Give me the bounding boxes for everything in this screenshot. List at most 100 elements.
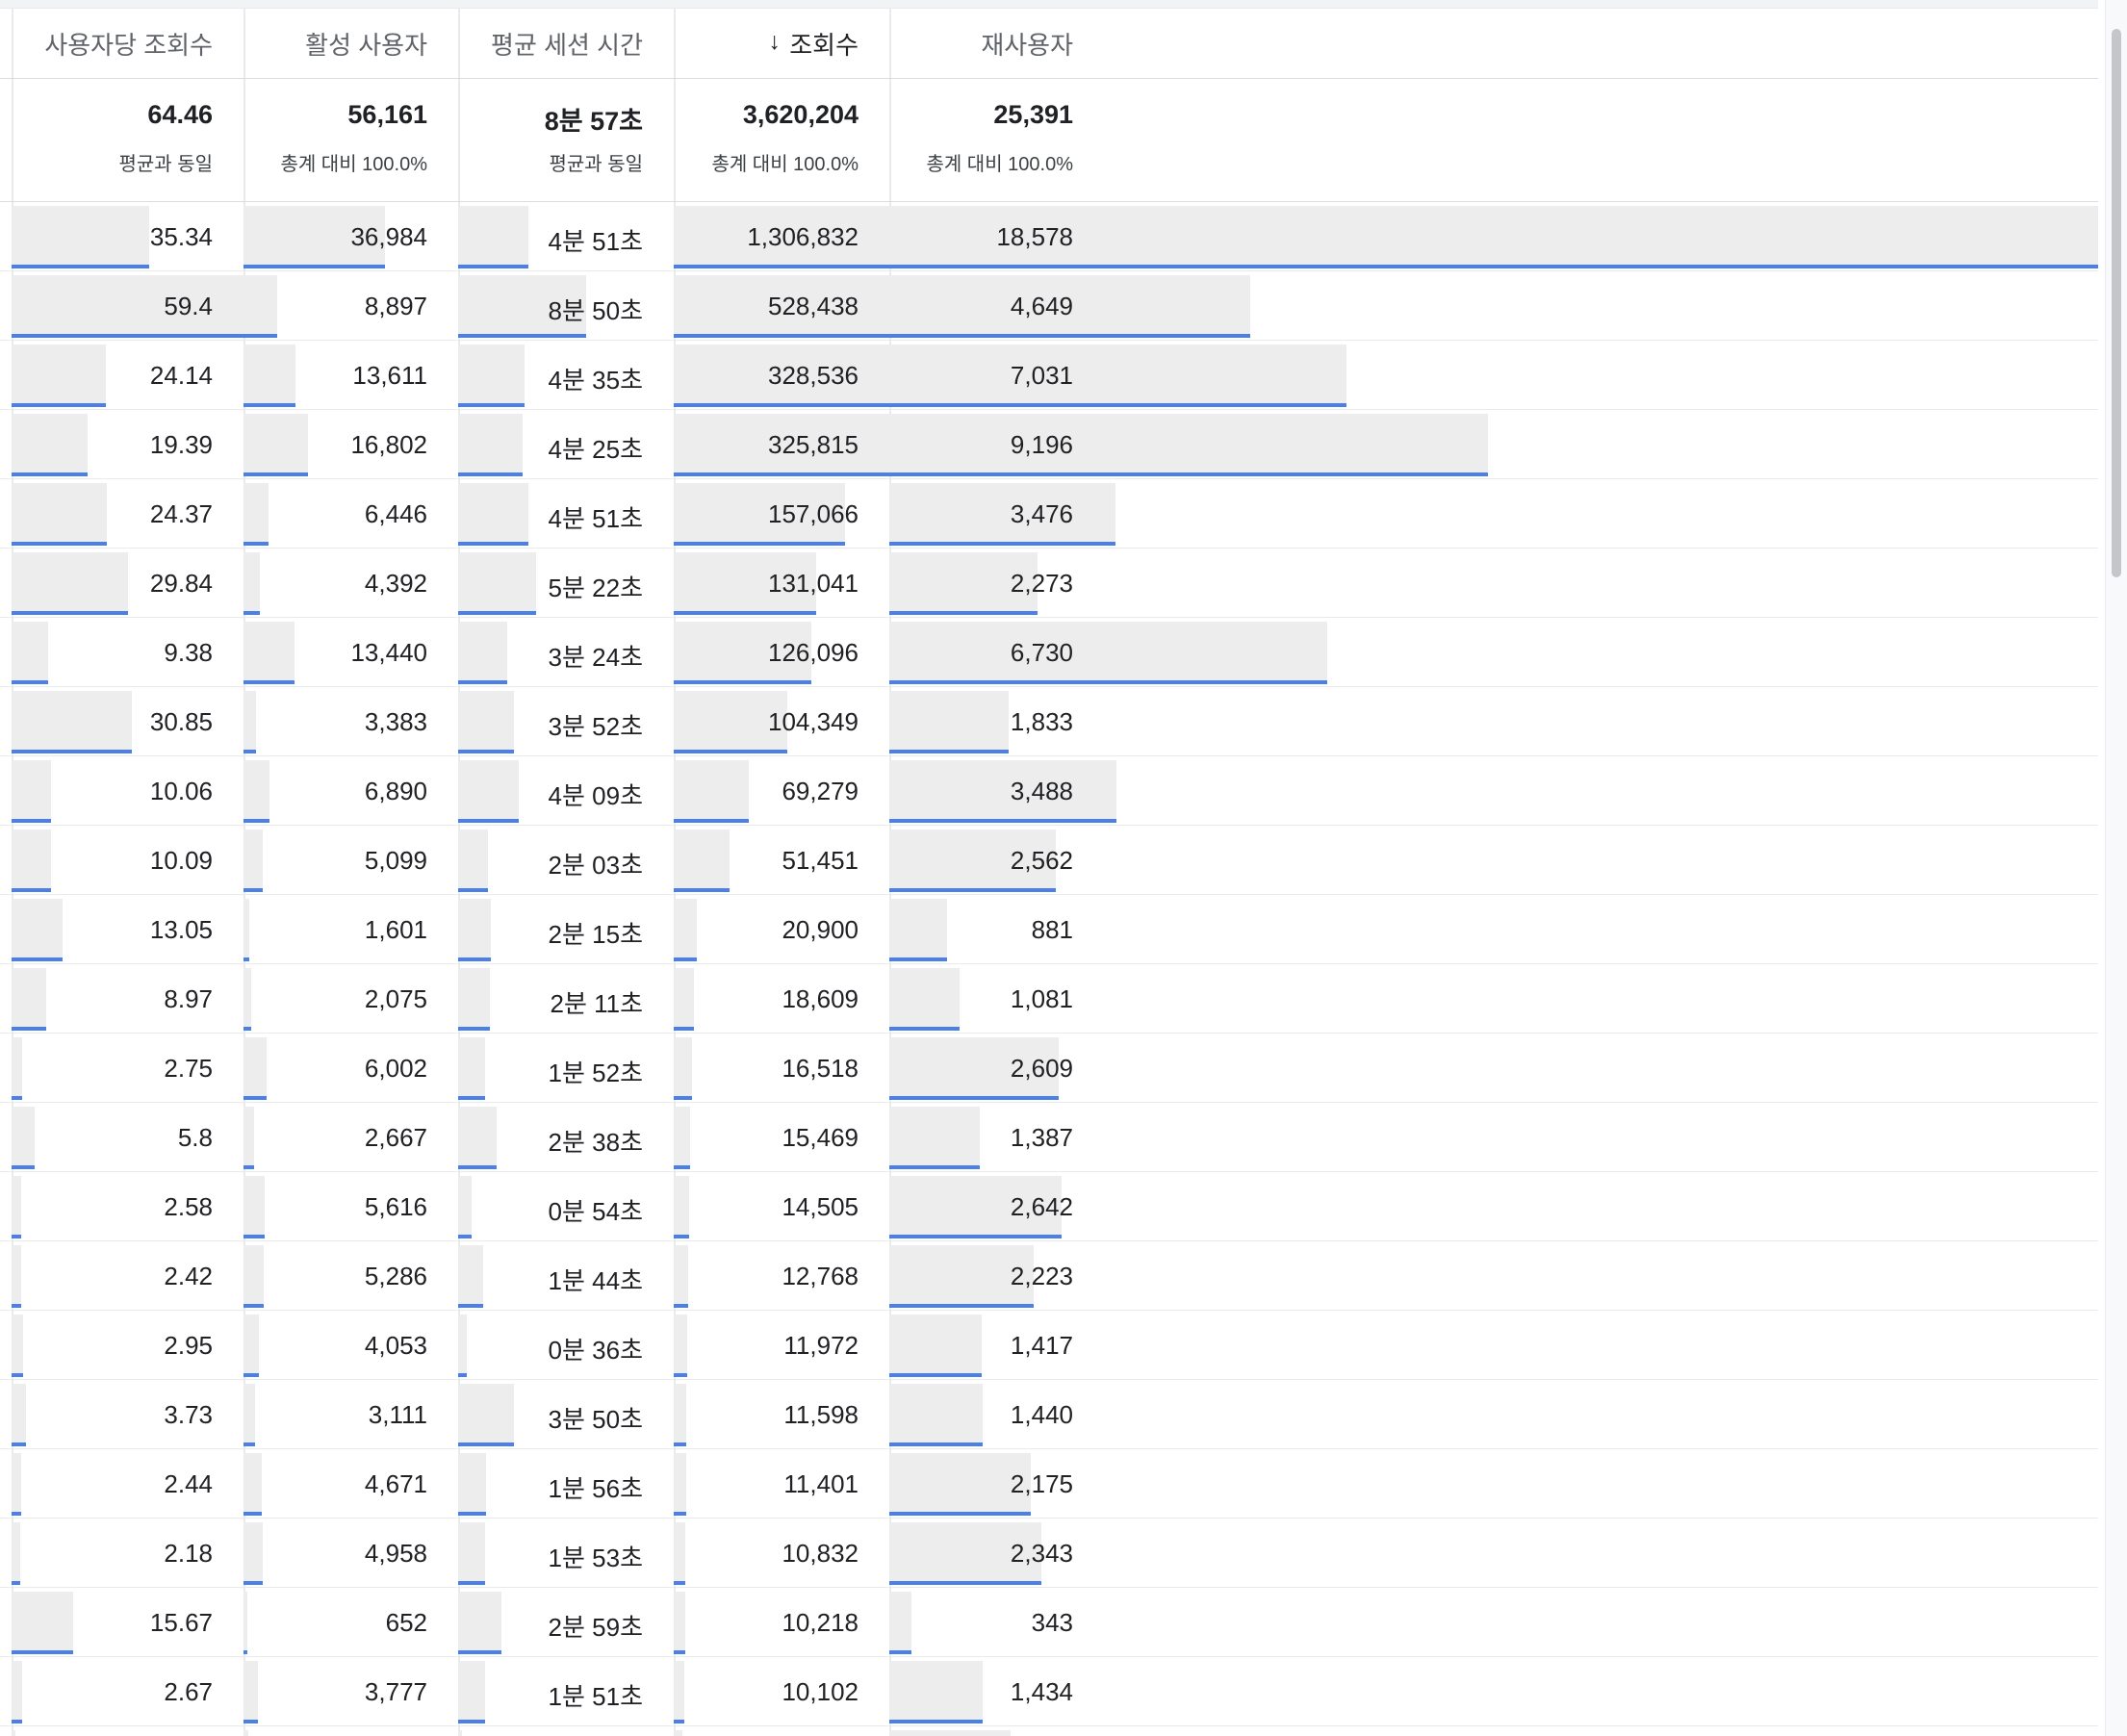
value-bar — [889, 1315, 982, 1377]
value-bar — [12, 345, 106, 407]
table-row[interactable]: 29.84 4,392 5분 22초 131,041 2,273 — [0, 549, 2098, 618]
cell-views-per-user: 2.58 — [12, 1172, 243, 1240]
value-bar — [12, 1037, 22, 1100]
summary-cell-avg-session: 8분 57초 평균과 동일 — [458, 79, 674, 201]
cell-views-per-user: 19.39 — [12, 410, 243, 478]
cell-views: 11,972 — [674, 1311, 889, 1379]
cell-views: 104,349 — [674, 687, 889, 755]
cell-value: 13.05 — [149, 915, 213, 944]
value-bar — [889, 483, 1115, 546]
cell-views: 10,832 — [674, 1519, 889, 1587]
value-bar — [674, 1592, 685, 1654]
value-bar — [243, 760, 269, 823]
table-row[interactable]: 59.4 8,897 8분 50초 528,438 4,649 — [0, 271, 2098, 341]
value-bar — [889, 1245, 1034, 1308]
value-bar — [12, 1453, 21, 1516]
table-row[interactable]: 2.42 5,286 1분 44초 12,768 2,223 — [0, 1241, 2098, 1311]
cell-value: 1,387 — [1010, 1123, 1073, 1152]
cell-value: 8분 50초 — [548, 296, 643, 325]
table-row[interactable]: 2.58 5,616 0분 54초 14,505 2,642 — [0, 1172, 2098, 1241]
value-bar — [889, 275, 1192, 338]
table-row[interactable] — [0, 1726, 2098, 1736]
cell-value: 2분 03초 — [548, 851, 643, 880]
table-row[interactable]: 9.38 13,440 3분 24초 126,096 6,730 — [0, 618, 2098, 687]
table-row[interactable]: 3.73 3,111 3분 50초 11,598 1,440 — [0, 1380, 2098, 1449]
cell-value: 2.67 — [164, 1677, 213, 1706]
cell-views — [674, 1726, 889, 1736]
value-bar — [889, 345, 1346, 407]
cell-avg-session: 2분 38초 — [458, 1103, 674, 1171]
cell-value: 2분 15초 — [548, 920, 643, 949]
value-bar — [458, 968, 490, 1031]
table-row[interactable]: 2.44 4,671 1분 56초 11,401 2,175 — [0, 1449, 2098, 1519]
header-cell-active-users[interactable]: 활성 사용자 — [243, 9, 458, 78]
cell-value: 30.85 — [149, 707, 213, 736]
table-row[interactable]: 19.39 16,802 4분 25초 325,815 9,196 — [0, 410, 2098, 479]
cell-views: 51,451 — [674, 826, 889, 894]
header-cell-returning-users[interactable]: 재사용자 — [889, 9, 1104, 78]
value-bar — [458, 691, 514, 753]
cell-value: 2,223 — [1010, 1262, 1073, 1290]
value-bar — [243, 1522, 263, 1585]
cell-value: 3,383 — [364, 707, 427, 736]
table-row[interactable]: 10.06 6,890 4분 09초 69,279 3,488 — [0, 756, 2098, 826]
cell-avg-session: 4분 51초 — [458, 202, 674, 270]
cell-active-users: 652 — [243, 1588, 458, 1656]
table-row[interactable]: 2.75 6,002 1분 52초 16,518 2,609 — [0, 1034, 2098, 1103]
value-bar — [458, 552, 536, 615]
table-row[interactable]: 10.09 5,099 2분 03초 51,451 2,562 — [0, 826, 2098, 895]
header-cell-views[interactable]: ↓ 조회수 — [674, 9, 889, 78]
cell-value: 5,099 — [364, 846, 427, 875]
value-bar — [889, 206, 2098, 268]
cell-value: 18,578 — [996, 222, 1073, 251]
table-row[interactable]: 2.18 4,958 1분 53초 10,832 2,343 — [0, 1519, 2098, 1588]
cell-active-users: 4,053 — [243, 1311, 458, 1379]
table-row[interactable]: 15.67 652 2분 59초 10,218 343 — [0, 1588, 2098, 1657]
value-bar — [889, 1522, 1041, 1585]
table-row[interactable]: 13.05 1,601 2분 15초 20,900 881 — [0, 895, 2098, 964]
table-row[interactable]: 24.37 6,446 4분 51초 157,066 3,476 — [0, 479, 2098, 549]
cell-avg-session: 2분 15초 — [458, 895, 674, 963]
cell-value: 5,616 — [364, 1192, 427, 1221]
cell-views-per-user: 35.34 — [12, 202, 243, 270]
cell-returning-users: 2,223 — [889, 1241, 1104, 1310]
cell-views: 325,815 — [674, 410, 1029, 478]
cell-active-users: 13,440 — [243, 618, 458, 686]
cell-active-users: 36,984 — [243, 202, 458, 270]
column-label-active-users: 활성 사용자 — [305, 31, 427, 60]
table-row[interactable]: 8.97 2,075 2분 11초 18,609 1,081 — [0, 964, 2098, 1034]
vertical-scrollbar[interactable] — [2105, 0, 2127, 1736]
cell-value: 2,667 — [364, 1123, 427, 1152]
cell-views-per-user: 2.67 — [12, 1657, 243, 1725]
value-bar — [458, 1661, 485, 1723]
header-cell-avg-session[interactable]: 평균 세션 시간 — [458, 9, 674, 78]
value-bar — [458, 275, 586, 338]
cell-value: 6,730 — [1010, 638, 1073, 667]
cell-avg-session: 3분 50초 — [458, 1380, 674, 1448]
table-row[interactable]: 30.85 3,383 3분 52초 104,349 1,833 — [0, 687, 2098, 756]
table-row[interactable]: 24.14 13,611 4분 35초 328,536 7,031 — [0, 341, 2098, 410]
cell-value: 11,972 — [783, 1331, 858, 1360]
cell-avg-session: 4분 25초 — [458, 410, 674, 478]
table-row[interactable]: 35.34 36,984 4분 51초 1,306,832 18,578 — [0, 202, 2098, 271]
value-bar — [12, 1384, 26, 1446]
cell-views-per-user: 15.67 — [12, 1588, 243, 1656]
value-bar — [674, 1315, 687, 1377]
cell-value: 5,286 — [364, 1262, 427, 1290]
value-bar — [674, 760, 749, 823]
cell-value: 59.4 — [164, 292, 213, 320]
value-bar — [458, 1730, 462, 1736]
header-cell-views-per-user[interactable]: 사용자당 조회수 — [12, 9, 243, 78]
value-bar — [243, 483, 269, 546]
table-row[interactable]: 2.95 4,053 0분 36초 11,972 1,417 — [0, 1311, 2098, 1380]
cell-views-per-user — [12, 1726, 243, 1736]
cell-active-users: 4,958 — [243, 1519, 458, 1587]
cell-avg-session — [458, 1726, 674, 1736]
summary-value: 3,620,204 — [742, 100, 858, 129]
scrollbar-thumb[interactable] — [2112, 29, 2121, 577]
table-row[interactable]: 2.67 3,777 1분 51초 10,102 1,434 — [0, 1657, 2098, 1726]
table-row[interactable]: 5.8 2,667 2분 38초 15,469 1,387 — [0, 1103, 2098, 1172]
cell-value: 3분 24초 — [548, 643, 643, 672]
value-bar — [889, 1661, 983, 1723]
